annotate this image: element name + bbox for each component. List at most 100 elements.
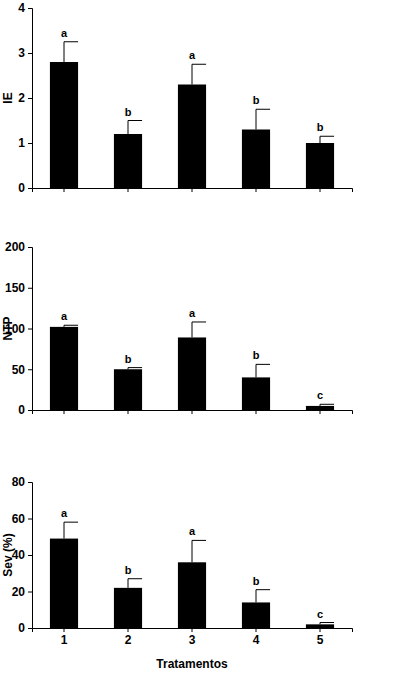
- tick-mark: [320, 188, 321, 192]
- annotation: b: [317, 121, 324, 133]
- tick: 200: [5, 240, 32, 254]
- error-bar: [256, 364, 270, 377]
- error-line: [256, 590, 257, 603]
- tick: 50: [12, 363, 32, 377]
- annotation: a: [61, 310, 68, 322]
- error-cap: [128, 367, 142, 368]
- bar: [242, 602, 270, 628]
- tick-mark: [28, 53, 32, 54]
- error-cap: [256, 364, 270, 365]
- tick-label: 150: [5, 281, 25, 295]
- axis-line: [28, 9, 33, 189]
- bar: [242, 130, 270, 189]
- x-axis: [33, 410, 353, 414]
- tick: 3: [189, 628, 196, 647]
- tick-mark: [28, 329, 32, 330]
- error-cap: [256, 109, 270, 110]
- tick: 0: [18, 621, 32, 635]
- tick: [256, 410, 257, 414]
- tick-mark: [192, 628, 193, 632]
- error-cap: [320, 622, 334, 623]
- y-axis-title: Sev (%): [1, 533, 15, 576]
- tick: 5: [317, 628, 324, 647]
- tick-label: 4: [18, 1, 25, 15]
- error-cap: [256, 589, 270, 590]
- annotation: b: [125, 106, 132, 118]
- tick-label: 0: [18, 621, 25, 635]
- error-bar: [320, 136, 334, 143]
- annotation: a: [189, 49, 196, 61]
- tick: [256, 188, 257, 192]
- tick-mark: [256, 628, 257, 632]
- tick-mark: [256, 410, 257, 414]
- error-bar: [64, 325, 78, 327]
- annotation: c: [317, 389, 323, 401]
- error-cap: [64, 325, 78, 326]
- tick-mark: [28, 98, 32, 99]
- tick: 2: [18, 91, 32, 105]
- annotation: b: [253, 349, 260, 361]
- bar: [306, 143, 334, 188]
- tick: 150: [5, 281, 32, 295]
- error-line: [192, 540, 193, 562]
- bar: [114, 369, 142, 410]
- error-bar: [192, 540, 206, 562]
- tick: 0: [18, 181, 32, 195]
- tick: [128, 188, 129, 192]
- axis-line: [28, 248, 33, 411]
- tick-mark: [28, 628, 32, 629]
- annotation: a: [61, 507, 68, 519]
- error-line: [128, 121, 129, 135]
- error-bar: [320, 623, 334, 625]
- bar: [178, 85, 206, 189]
- bar: [242, 377, 270, 410]
- tick: 4: [18, 1, 32, 15]
- tick-label: 3: [18, 46, 25, 60]
- axis-line: [28, 483, 33, 629]
- tick-mark: [128, 188, 129, 192]
- tick-label: 200: [5, 240, 25, 254]
- y-axis-title: IE: [1, 92, 15, 103]
- tick-mark: [256, 188, 257, 192]
- error-bar: [192, 64, 206, 84]
- tick-mark: [28, 288, 32, 289]
- tick: 1: [61, 628, 68, 647]
- tick-label: 1: [61, 633, 68, 647]
- bar: [50, 62, 78, 188]
- error-bar: [256, 109, 270, 129]
- tick: [192, 410, 193, 414]
- tick-mark: [28, 369, 32, 370]
- tick: [320, 410, 321, 414]
- error-cap: [192, 321, 206, 322]
- annotation: a: [189, 307, 196, 319]
- error-cap: [192, 540, 206, 541]
- panel: ababc050100150200NTP: [1, 240, 353, 417]
- tick-label: 3: [189, 633, 196, 647]
- error-line: [192, 64, 193, 84]
- tick-label: 60: [12, 512, 26, 526]
- tick-mark: [64, 410, 65, 414]
- y-axis-title: NTP: [1, 317, 15, 341]
- bar: [306, 624, 334, 628]
- figure: ababb01234IEababc050100150200NTPababc020…: [0, 0, 420, 686]
- tick: [64, 410, 65, 414]
- panel: ababb01234IE: [1, 1, 353, 195]
- tick: 1: [18, 136, 32, 150]
- tick-label: 80: [12, 475, 26, 489]
- bar: [306, 406, 334, 410]
- plot-area: [50, 522, 334, 628]
- tick-mark: [320, 628, 321, 632]
- tick-mark: [28, 555, 32, 556]
- annotation: c: [317, 608, 323, 620]
- tick-mark: [320, 410, 321, 414]
- tick-label: 0: [18, 403, 25, 417]
- x-axis: [33, 188, 353, 192]
- annotation: b: [253, 575, 260, 587]
- annotation: b: [125, 564, 132, 576]
- axis-line: [33, 629, 353, 633]
- tick: [192, 188, 193, 192]
- tick: 80: [12, 475, 32, 489]
- error-cap: [128, 578, 142, 579]
- bar: [178, 337, 206, 410]
- x-axis: 12345: [33, 628, 353, 647]
